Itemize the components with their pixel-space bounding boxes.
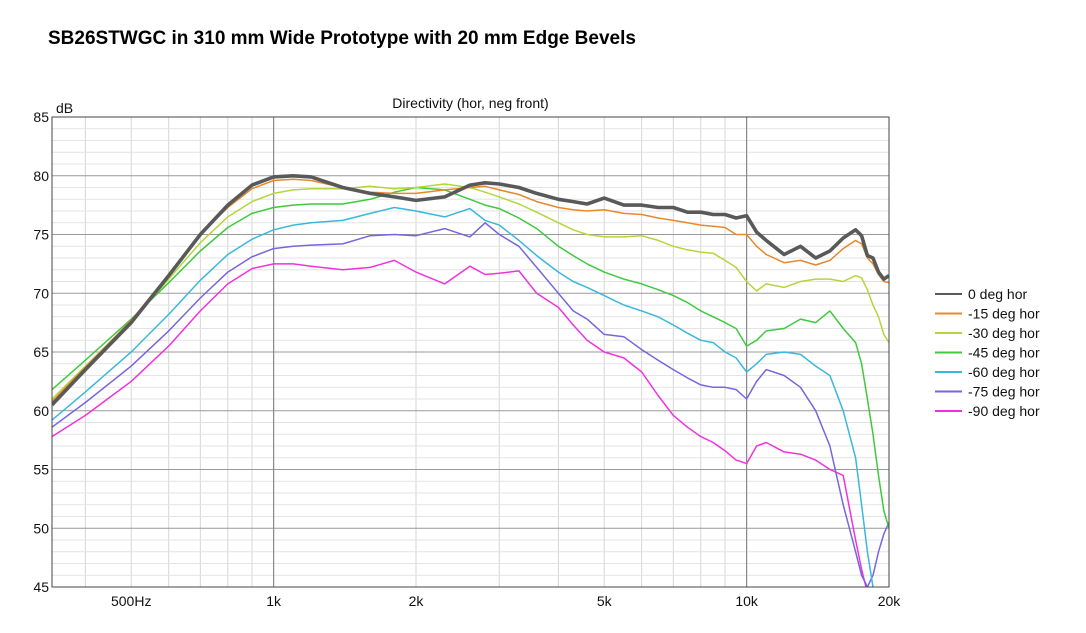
x-tick-label: 10k [735,593,759,609]
legend-label: -30 deg hor [968,325,1040,341]
y-tick-label: 55 [33,462,49,478]
y-tick-label: 85 [33,109,49,125]
series-line-45-deg-hor [52,186,889,529]
x-tick-label: 5k [597,593,613,609]
legend-item: -60 deg hor [935,364,1040,380]
y-tick-label: 70 [33,285,49,301]
legend-label: -15 deg hor [968,306,1040,322]
x-tick-label: 1k [266,593,282,609]
y-tick-label: 75 [33,227,49,243]
legend-label: -60 deg hor [968,364,1040,380]
legend-item: -45 deg hor [935,345,1040,361]
tick-labels: 45 50 55 60 65 70 75 80 85 500Hz 1k 2k 5k 10k 20k [33,109,901,609]
series-line-30-deg-hor [52,183,889,400]
y-tick-label: 60 [33,403,49,419]
legend-item: -75 deg hor [935,384,1040,400]
series-layer [52,174,889,587]
y-tick-label: 80 [33,168,49,184]
legend-label: 0 deg hor [968,286,1027,302]
y-tick-label: 65 [33,344,49,360]
x-tick-label: 2k [409,593,425,609]
x-tick-label: 20k [878,593,902,609]
legend: 0 deg hor -15 deg hor -30 deg hor -45 deg h… [935,286,1040,419]
y-tick-label: 45 [33,579,49,595]
legend-label: -90 deg hor [968,403,1040,419]
plot-frame [51,116,890,588]
grid [52,116,889,588]
legend-item: -90 deg hor [935,403,1040,419]
x-tick-label: 500Hz [111,593,151,609]
legend-item: 0 deg hor [935,286,1027,302]
y-axis-label: dB [56,100,73,116]
page-title: SB26STWGC in 310 mm Wide Prototype with … [48,28,636,49]
series-line-0-deg-hor [52,174,889,407]
legend-item: -15 deg hor [935,306,1040,322]
series-line-90-deg-hor [52,259,867,587]
series-line-75-deg-hor [52,222,889,587]
series-line-15-deg-hor [52,178,889,402]
legend-item: -30 deg hor [935,325,1040,341]
series-line-60-deg-hor [52,206,874,587]
y-tick-label: 50 [33,520,49,536]
legend-label: -75 deg hor [968,384,1040,400]
legend-label: -45 deg hor [968,345,1040,361]
plot-title: Directivity (hor, neg front) [392,95,548,111]
